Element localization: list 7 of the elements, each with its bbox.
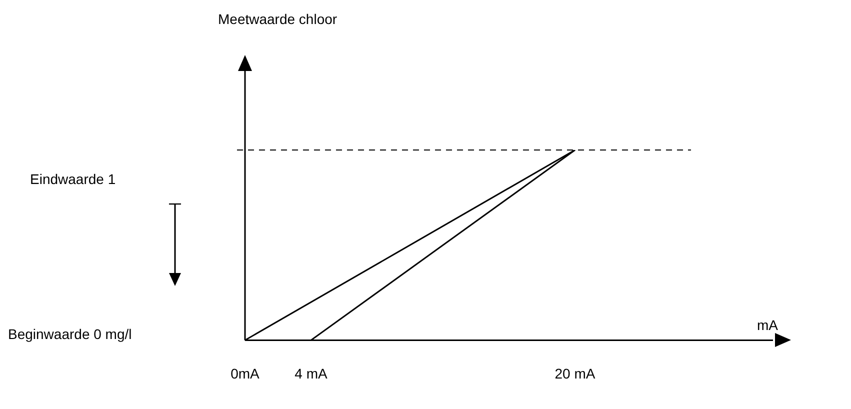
ref-line-label: Eindwaarde 1 [30,170,116,187]
x-axis-title: mA [757,317,779,334]
x-tick-label: 4 mA [294,365,328,382]
x-tick-label: 0mA [230,365,260,382]
text: Meetwaarde chloor [218,10,338,27]
x-tick-label: 20 mA [554,365,596,382]
text: Beginwaarde 0 mg/l [8,326,132,342]
